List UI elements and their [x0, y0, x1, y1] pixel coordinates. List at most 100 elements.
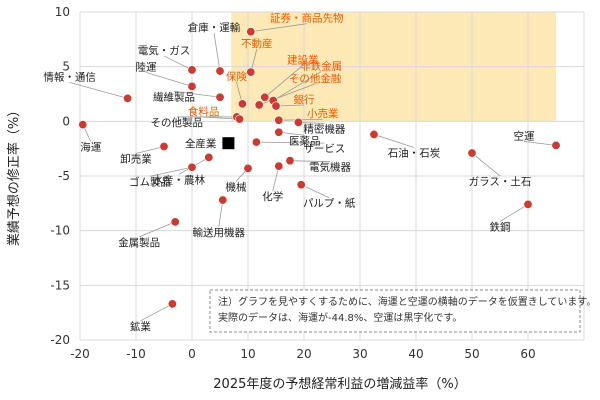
- point-label: 非鉄金属: [300, 60, 342, 73]
- point-label: 陸運: [136, 60, 157, 73]
- leader-line: [145, 71, 193, 87]
- x-tick-label: -20: [70, 347, 90, 361]
- point-label: 電気機器: [309, 161, 351, 174]
- data-point: [237, 99, 247, 109]
- point-label: 卸売業: [120, 152, 152, 165]
- data-point: [187, 81, 197, 91]
- point-label: 保険: [226, 70, 247, 83]
- leader-line: [250, 23, 307, 33]
- data-point: [170, 217, 180, 227]
- point-label: 小売業: [307, 107, 339, 120]
- data-point: [274, 161, 284, 171]
- y-tick-label: -20: [50, 333, 70, 347]
- note-box: 注）グラフを見やすくするために、海運と空運の横軸のデータを仮置きしています。実際…: [209, 289, 596, 333]
- leader-line: [256, 141, 325, 144]
- y-tick-labels: 10 5 0 -5 -10 -15 -20: [50, 5, 70, 347]
- point-label: 輸送用機器: [193, 226, 246, 239]
- leader-line: [149, 166, 193, 177]
- data-point: [285, 156, 295, 166]
- leader-line: [471, 152, 501, 177]
- data-point: [271, 101, 281, 111]
- point-label: 電気・ガス: [138, 44, 191, 57]
- point-label: 建設業: [287, 53, 319, 66]
- x-tick-label: 60: [520, 347, 535, 361]
- data-point: [246, 67, 256, 77]
- leader-line: [163, 55, 193, 71]
- data-point: [187, 65, 197, 75]
- data-point: [551, 140, 561, 150]
- data-point: [159, 141, 169, 151]
- leader-line: [69, 81, 128, 99]
- point-label: ゴム製品: [129, 175, 171, 188]
- x-tick-label: 50: [464, 347, 479, 361]
- point-label: 機械: [226, 180, 247, 193]
- leader-line: [373, 134, 415, 148]
- data-point: [254, 100, 264, 110]
- x-axis-title: 2025年度の予想経常利益の増減益率（%）: [213, 376, 466, 392]
- market-marker: [222, 137, 235, 150]
- data-point: [467, 148, 477, 158]
- data-point: [260, 92, 270, 102]
- leader-line: [218, 199, 224, 228]
- data-point: [523, 199, 533, 209]
- point-label: その他製品: [151, 116, 204, 129]
- data-point: [235, 114, 245, 124]
- point-label: 空運: [514, 129, 535, 142]
- data-point: [296, 180, 306, 190]
- point-label: 銀行: [294, 93, 315, 106]
- x-tick-labels: -20 -10 0 10 20 30 40 50 60: [70, 347, 535, 361]
- leader-line: [272, 71, 322, 101]
- data-point: [274, 115, 284, 125]
- leader-line: [523, 140, 557, 146]
- point-label: 海運: [80, 141, 101, 154]
- leader-line: [173, 90, 221, 98]
- point-label: 医薬品: [289, 135, 321, 147]
- point-label: 食料品: [188, 105, 220, 118]
- data-point: [123, 93, 133, 103]
- point-label: サービス: [303, 143, 345, 155]
- y-tick-label: -10: [50, 224, 70, 238]
- y-tick-label: 10: [55, 5, 70, 19]
- data-point: [251, 137, 261, 147]
- x-tick-label: 40: [408, 347, 423, 361]
- y-tick-label: 5: [62, 60, 70, 74]
- leader-line: [301, 184, 330, 199]
- point-label: ガラス・土石: [469, 175, 532, 188]
- y-tick-label: -15: [50, 278, 70, 292]
- point-label: 精密機器: [303, 122, 345, 135]
- point-label: 水産・農林: [153, 173, 206, 186]
- data-point: [215, 66, 225, 76]
- data-point: [246, 27, 256, 37]
- leader-line: [139, 221, 176, 238]
- point-label: 倉庫・運輸: [188, 21, 241, 34]
- point-label: 鉱業: [130, 320, 151, 333]
- point-label: 不動産: [241, 37, 273, 50]
- x-tick-label: 30: [352, 347, 367, 361]
- point-label: 繊維製品: [153, 90, 195, 103]
- y-axis-title: 業績予想の修正率（%）: [6, 104, 22, 246]
- leader-line: [289, 160, 331, 163]
- data-points: [78, 27, 561, 309]
- data-point: [274, 127, 284, 137]
- data-point: [215, 92, 225, 102]
- point-label: その他金融: [289, 72, 342, 85]
- leader-line: [259, 83, 316, 106]
- leader-line: [140, 303, 173, 322]
- data-point: [243, 163, 253, 173]
- note-line: 注）グラフを見やすくするために、海運と空運の横軸のデータを仮置きしています。: [218, 295, 596, 308]
- leader-line: [213, 32, 221, 72]
- point-label: 石油・石炭: [388, 146, 441, 159]
- leader-line: [264, 64, 304, 98]
- data-point: [187, 162, 197, 172]
- note-line: 実際のデータは、海運が-44.8%、空運は黒字化です。: [218, 311, 462, 324]
- leader-line: [135, 146, 165, 154]
- data-point: [204, 152, 214, 162]
- point-label: 金属製品: [118, 236, 160, 249]
- leader-line: [275, 104, 305, 107]
- market-marker-label: 全産業: [185, 137, 217, 150]
- data-point: [369, 129, 379, 139]
- y-tick-label: -5: [58, 169, 70, 183]
- x-tick-label: 10: [240, 347, 255, 361]
- y-tick-label: 0: [62, 114, 70, 128]
- data-point: [293, 117, 303, 127]
